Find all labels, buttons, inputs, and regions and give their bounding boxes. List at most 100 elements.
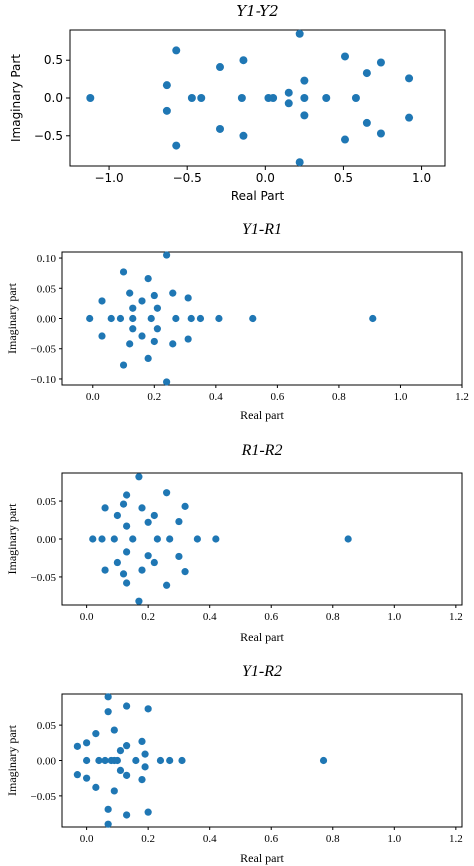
data-point xyxy=(405,74,414,83)
y-tick-label: 0.00 xyxy=(37,314,57,326)
x-tick-label: 0.4 xyxy=(209,391,223,403)
y-tick-label: 0.5 xyxy=(44,53,63,67)
data-point xyxy=(162,106,171,115)
data-point xyxy=(216,63,224,72)
data-point xyxy=(138,297,146,305)
x-tick-label: 1.0 xyxy=(387,611,401,623)
data-point xyxy=(107,314,115,323)
data-point xyxy=(129,314,137,323)
data-point xyxy=(239,131,248,140)
data-point xyxy=(341,135,349,144)
data-point xyxy=(119,570,128,578)
data-point xyxy=(98,332,106,340)
x-tick-label: 0.8 xyxy=(332,391,346,403)
x-tick-label: 0.8 xyxy=(326,611,340,623)
data-point xyxy=(86,314,94,323)
data-point xyxy=(169,340,177,348)
x-axis-label: Real part xyxy=(240,630,284,644)
data-point xyxy=(193,535,201,543)
data-point xyxy=(163,581,171,589)
y-tick-label: 0.05 xyxy=(37,496,57,508)
chart-title: Y1-R1 xyxy=(242,221,282,238)
data-point xyxy=(175,517,183,526)
x-tick-label: 1.2 xyxy=(455,391,469,403)
data-point xyxy=(144,808,152,816)
data-point xyxy=(169,289,177,297)
y-tick-label: −0.5 xyxy=(34,129,63,143)
x-tick-label: 0.2 xyxy=(141,611,155,623)
data-point xyxy=(150,337,158,346)
data-point xyxy=(163,489,171,497)
data-point xyxy=(101,756,109,765)
data-point xyxy=(92,783,100,791)
x-tick-label: 0.0 xyxy=(80,611,94,623)
x-tick-label: 0.0 xyxy=(256,171,275,185)
x-tick-label: 1.0 xyxy=(394,391,408,403)
data-point xyxy=(135,597,143,605)
data-point xyxy=(184,294,192,302)
data-point xyxy=(172,141,181,150)
x-tick-label: 0.2 xyxy=(141,833,155,845)
data-point xyxy=(138,737,146,745)
data-point xyxy=(119,361,128,369)
data-point xyxy=(98,535,106,543)
data-point xyxy=(196,314,205,323)
data-point xyxy=(153,304,161,312)
data-point xyxy=(123,579,131,587)
data-point xyxy=(150,291,158,300)
data-point xyxy=(138,566,146,574)
data-point xyxy=(269,94,278,102)
x-axis-label: Real Part xyxy=(231,189,285,203)
data-point xyxy=(351,94,360,102)
data-point xyxy=(123,811,131,819)
data-point xyxy=(101,566,109,574)
data-point xyxy=(300,111,309,120)
x-axis-label: Real part xyxy=(240,408,284,422)
data-point xyxy=(123,771,131,779)
data-point xyxy=(138,776,146,784)
x-tick-label: 0.5 xyxy=(334,171,353,185)
data-point xyxy=(163,378,171,386)
y-axis-label: Imaginary Part xyxy=(9,54,23,142)
data-point xyxy=(178,756,186,765)
data-point xyxy=(89,535,97,543)
data-point xyxy=(73,742,81,750)
x-axis-label: Real part xyxy=(240,851,284,865)
data-point xyxy=(212,535,220,543)
data-point xyxy=(101,504,109,512)
plot-frame xyxy=(61,472,463,606)
plot-frame xyxy=(61,693,463,828)
x-tick-label: −0.5 xyxy=(173,171,202,185)
data-point xyxy=(144,552,152,560)
data-point xyxy=(98,297,106,305)
y-tick-label: 0.00 xyxy=(37,534,57,546)
x-tick-label: 0.4 xyxy=(203,611,217,623)
data-point xyxy=(163,251,171,259)
data-point xyxy=(172,46,181,55)
x-tick-label: 0.2 xyxy=(147,391,161,403)
data-point xyxy=(284,88,293,97)
data-point xyxy=(113,511,121,520)
data-point xyxy=(92,730,100,738)
data-point xyxy=(295,158,304,167)
data-point xyxy=(132,756,140,765)
data-point xyxy=(123,742,131,750)
data-point xyxy=(249,314,257,323)
data-point xyxy=(376,129,385,138)
data-point xyxy=(119,500,128,508)
data-point xyxy=(153,535,161,543)
data-point xyxy=(197,94,206,102)
chart-title: Y1-Y2 xyxy=(236,2,278,20)
data-point xyxy=(166,535,174,543)
chart-title: R1-R2 xyxy=(241,442,283,459)
data-point xyxy=(184,335,192,343)
data-point xyxy=(147,314,155,323)
data-point xyxy=(144,354,152,362)
data-point xyxy=(73,771,81,779)
data-point xyxy=(141,763,149,771)
data-point xyxy=(187,94,196,102)
data-point xyxy=(172,314,180,323)
subplot-3: R1-R2 0.0 0.2 0.4 0.6 0.8 1.0 1.2 0.05 0.00 −0.05 R… xyxy=(5,442,463,644)
data-point xyxy=(119,268,128,276)
data-point xyxy=(181,568,189,576)
